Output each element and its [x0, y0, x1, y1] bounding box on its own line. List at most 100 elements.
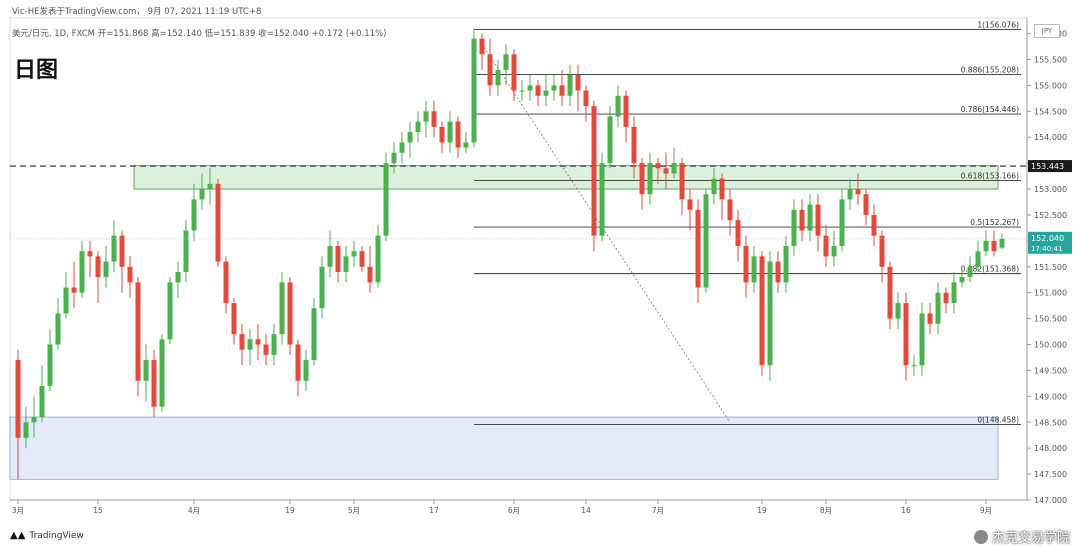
candle-body[interactable] — [591, 106, 597, 236]
candle-body[interactable] — [359, 251, 365, 267]
candle-body[interactable] — [199, 189, 205, 200]
candle-body[interactable] — [95, 256, 101, 278]
candle-body[interactable] — [375, 235, 381, 283]
candle-body[interactable] — [63, 287, 69, 314]
candle-body[interactable] — [183, 230, 189, 272]
candle-body[interactable] — [783, 246, 789, 283]
candle-body[interactable] — [495, 69, 501, 86]
candle-body[interactable] — [695, 209, 701, 288]
candle-body[interactable] — [271, 334, 277, 355]
candle-body[interactable] — [207, 183, 213, 190]
candle-body[interactable] — [687, 199, 693, 210]
candle-body[interactable] — [663, 168, 669, 174]
candle-body[interactable] — [55, 313, 61, 345]
candle-body[interactable] — [343, 256, 349, 272]
candle-body[interactable] — [759, 256, 765, 366]
candle-body[interactable] — [775, 261, 781, 283]
candle-body[interactable] — [527, 85, 533, 91]
candle-body[interactable] — [647, 163, 653, 195]
candle-body[interactable] — [631, 126, 637, 164]
candle-body[interactable] — [423, 111, 429, 122]
candle-body[interactable] — [327, 246, 333, 267]
candle-body[interactable] — [159, 339, 165, 407]
candle-body[interactable] — [143, 360, 149, 381]
candle-body[interactable] — [839, 199, 845, 247]
candle-body[interactable] — [983, 240, 989, 252]
candle-body[interactable] — [127, 266, 133, 283]
candle-body[interactable] — [655, 163, 661, 169]
candle-body[interactable] — [735, 220, 741, 247]
candle-body[interactable] — [791, 209, 797, 247]
candle-body[interactable] — [879, 235, 885, 267]
candle-body[interactable] — [887, 266, 893, 319]
candle-body[interactable] — [463, 142, 469, 148]
candle-body[interactable] — [439, 126, 445, 143]
candle-body[interactable] — [743, 246, 749, 283]
candle-body[interactable] — [575, 75, 581, 91]
candle-body[interactable] — [615, 95, 621, 117]
candle-body[interactable] — [79, 251, 85, 293]
candle-body[interactable] — [799, 209, 805, 231]
candle-body[interactable] — [287, 282, 293, 345]
candle-body[interactable] — [863, 194, 869, 215]
candle-body[interactable] — [167, 282, 173, 340]
candle-body[interactable] — [711, 178, 717, 195]
candle-body[interactable] — [951, 282, 957, 304]
candle-body[interactable] — [807, 204, 813, 231]
candle-body[interactable] — [831, 246, 837, 257]
candle-body[interactable] — [87, 251, 93, 257]
candle-body[interactable] — [71, 287, 77, 293]
candle-body[interactable] — [935, 292, 941, 324]
candle-body[interactable] — [31, 417, 37, 423]
candle-body[interactable] — [255, 339, 261, 345]
candle-body[interactable] — [15, 360, 21, 438]
candle-body[interactable] — [47, 344, 53, 386]
candle-body[interactable] — [599, 163, 605, 236]
candle-body[interactable] — [263, 344, 269, 355]
candle-body[interactable] — [23, 422, 29, 438]
candle-body[interactable] — [111, 235, 117, 262]
candle-body[interactable] — [135, 282, 141, 381]
candle-body[interactable] — [415, 121, 421, 133]
currency-label[interactable]: JPY — [1034, 24, 1060, 38]
candle-body[interactable] — [719, 178, 725, 200]
candle-body[interactable] — [231, 303, 237, 335]
candle-body[interactable] — [919, 313, 925, 366]
candle-body[interactable] — [335, 246, 341, 272]
candle-body[interactable] — [607, 116, 613, 164]
candle-body[interactable] — [727, 199, 733, 221]
candle-body[interactable] — [927, 313, 933, 324]
candle-body[interactable] — [503, 54, 509, 70]
candle-body[interactable] — [303, 360, 309, 381]
candle-body[interactable] — [967, 266, 973, 278]
candle-body[interactable] — [215, 183, 221, 262]
candle-body[interactable] — [399, 142, 405, 153]
candle-body[interactable] — [119, 235, 125, 267]
candle-body[interactable] — [311, 308, 317, 361]
candle-body[interactable] — [623, 95, 629, 127]
candle-body[interactable] — [223, 261, 229, 304]
candle-body[interactable] — [815, 204, 821, 236]
candle-body[interactable] — [991, 240, 997, 252]
candle-body[interactable] — [407, 132, 413, 143]
candle-body[interactable] — [535, 85, 541, 96]
candle-body[interactable] — [519, 90, 525, 92]
candle-body[interactable] — [903, 303, 909, 366]
candle-body[interactable] — [279, 282, 285, 335]
candle-body[interactable] — [175, 271, 181, 283]
candle-body[interactable] — [103, 261, 109, 278]
candle-body[interactable] — [447, 121, 453, 143]
candle-body[interactable] — [151, 360, 157, 407]
candle-body[interactable] — [959, 277, 965, 283]
tradingview-brand[interactable]: ▲▲ TradingView — [10, 530, 84, 541]
candle-body[interactable] — [383, 163, 389, 236]
candle-body[interactable] — [999, 238, 1005, 248]
candle-body[interactable] — [751, 256, 757, 283]
candle-body[interactable] — [455, 121, 461, 148]
candle-body[interactable] — [847, 189, 853, 200]
candle-body[interactable] — [39, 385, 45, 418]
candle-body[interactable] — [319, 266, 325, 309]
candle-body[interactable] — [943, 292, 949, 304]
candle-body[interactable] — [911, 365, 917, 367]
